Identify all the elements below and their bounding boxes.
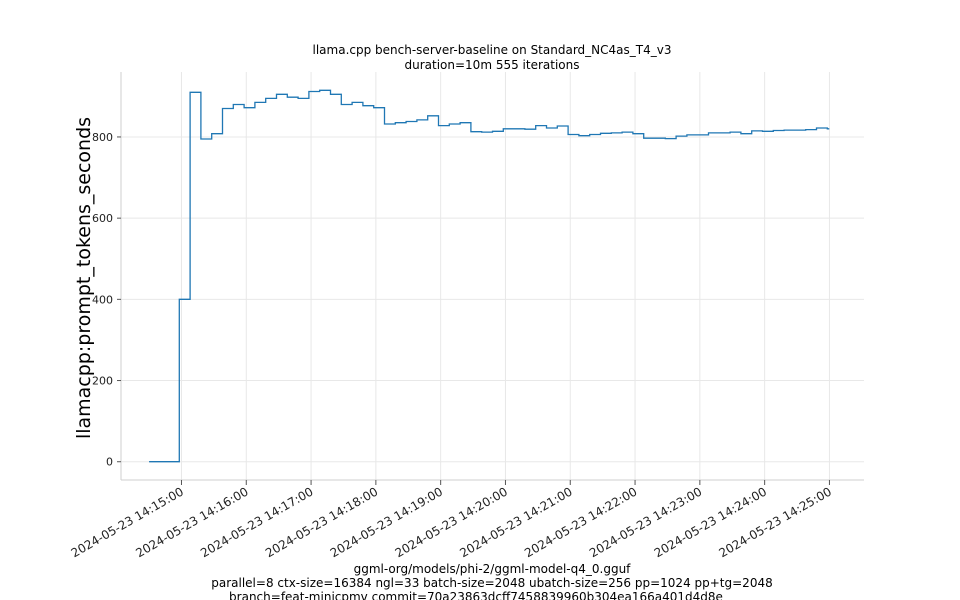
x-tick-label-9: 2024-05-23 14:24:00 — [652, 484, 769, 560]
y-axis-label: llamacpp:prompt_tokens_seconds — [73, 117, 95, 439]
x-tick-label-6: 2024-05-23 14:21:00 — [457, 484, 574, 560]
footer-commit-line: branch=feat-minicpmv commit=70a23863dcff… — [229, 590, 723, 600]
y-tick-label-0: 0 — [106, 456, 113, 469]
x-tick-label-5: 2024-05-23 14:20:00 — [393, 484, 510, 560]
y-axis-ticks: 0 200 400 600 800 — [92, 131, 121, 469]
x-tick-label-2: 2024-05-23 14:17:00 — [198, 484, 315, 560]
x-tick-label-3: 2024-05-23 14:18:00 — [263, 484, 380, 560]
y-tick-label-4: 800 — [92, 131, 113, 144]
x-tick-label-0: 2024-05-23 14:15:00 — [69, 484, 186, 560]
y-tick-label-3: 600 — [92, 212, 113, 225]
footer-model-line: ggml-org/models/phi-2/ggml-model-q4_0.gg… — [354, 562, 632, 576]
x-tick-label-8: 2024-05-23 14:23:00 — [587, 484, 704, 560]
series-line-0 — [149, 89, 830, 463]
x-tick-label-4: 2024-05-23 14:19:00 — [328, 484, 445, 560]
y-tick-label-1: 200 — [92, 375, 113, 388]
y-tick-label-2: 400 — [92, 293, 113, 306]
chart-subtitle: duration=10m 555 iterations — [405, 58, 580, 72]
x-tick-label-1: 2024-05-23 14:16:00 — [133, 484, 250, 560]
series-group — [149, 89, 830, 463]
chart-title: llama.cpp bench-server-baseline on Stand… — [313, 43, 672, 57]
x-tick-label-10: 2024-05-23 14:25:00 — [717, 484, 834, 560]
footer-params-line: parallel=8 ctx-size=16384 ngl=33 batch-s… — [211, 576, 772, 590]
axes-spines — [120, 72, 864, 481]
x-tick-label-7: 2024-05-23 14:22:00 — [522, 484, 639, 560]
grid-lines — [121, 72, 864, 480]
